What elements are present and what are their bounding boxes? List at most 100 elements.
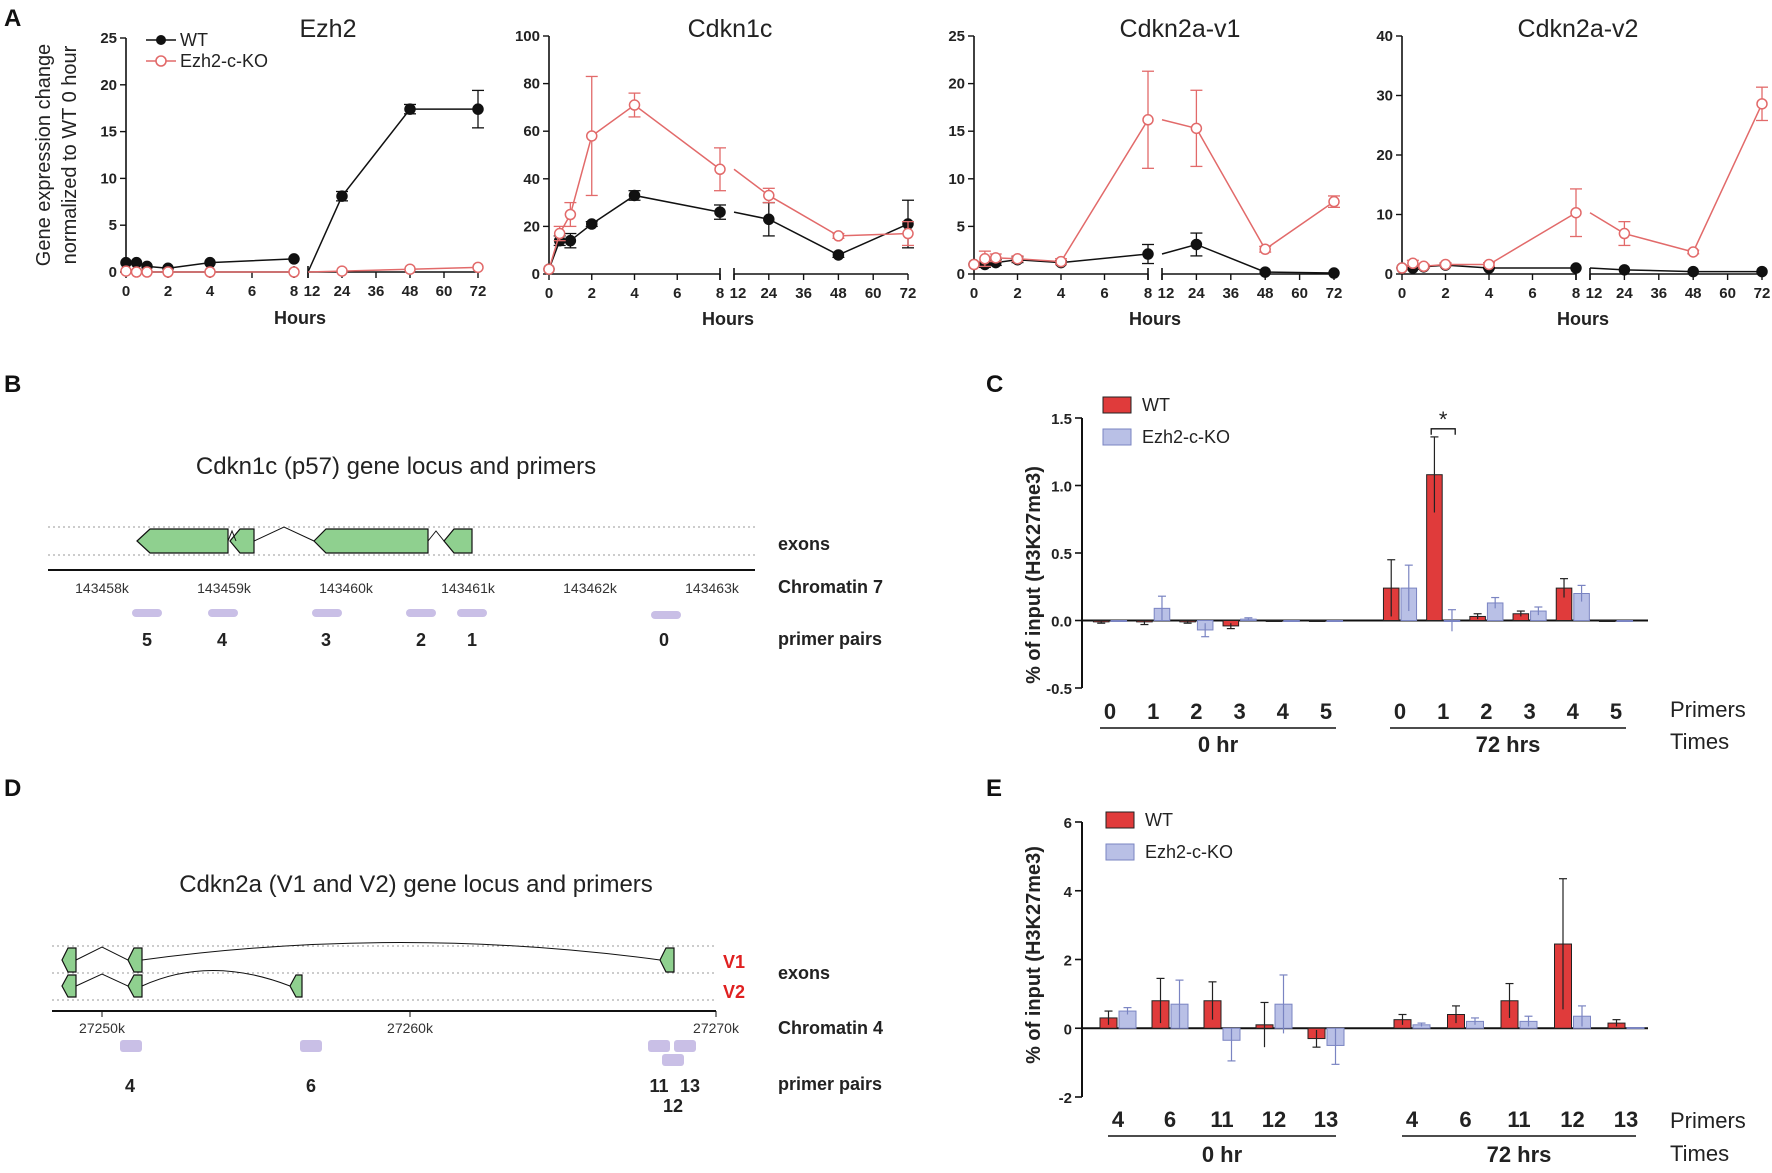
y-tick-label-ezh2-1: 5 (109, 217, 117, 234)
data-point-cdkn2a_v1-1-r3 (1328, 195, 1340, 208)
intron-d-v1-2 (141, 942, 661, 961)
x-tick-left-label-ezh2-1: 2 (164, 283, 172, 300)
data-point-cdkn1c-1-l4 (628, 99, 641, 111)
primer-tick-panel_e-0-2: 11 (1210, 1107, 1233, 1132)
data-point-cdkn2a_v1-1-l4 (1055, 255, 1067, 268)
bar-chart-panel_c: -0.5 0.0 0.5 1.0 1.5 0 1 2 3 4 5 0 hr 0 1 2 3 4 5 72 hrs * (1046, 407, 1648, 757)
data-point-ezh2-1-l5 (288, 266, 300, 278)
primer-label-b-4: 4 (217, 630, 227, 650)
data-point-cdkn1c-1-r3 (902, 227, 914, 240)
x-tick-right-label-cdkn2a_v2-1: 24 (1616, 285, 1633, 302)
data-point-cdkn2a_v2-1-l0 (1396, 262, 1408, 274)
primer-tick-panel_c-1-3: 3 (1523, 699, 1535, 724)
coord-b-6: 143463k (685, 580, 740, 596)
coord-d-3: 27270k (693, 1020, 740, 1036)
data-point-cdkn1c-0-r1 (763, 213, 775, 226)
x-tick-left-label-cdkn2a_v1-2: 4 (1057, 285, 1066, 302)
side-c-primers: Primers (1670, 697, 1746, 722)
locus-d-title: Cdkn2a (V1 and V2) gene locus and primer… (179, 871, 653, 898)
data-point-cdkn2a_v2-1-r1 (1618, 227, 1631, 240)
primer-label-b-3: 3 (321, 630, 331, 650)
exon-b-1 (136, 528, 229, 554)
primer-tick-panel_e-0-1: 6 (1164, 1107, 1176, 1132)
data-point-ezh2-1-r2 (404, 263, 416, 275)
data-point-ezh2-1-l2 (141, 266, 153, 278)
x-tick-right-label-ezh2-3: 48 (402, 283, 419, 300)
primer-b-1 (457, 609, 487, 617)
data-point-cdkn2a_v2-0-r1 (1618, 264, 1631, 276)
primer-tick-panel_c-0-2: 2 (1190, 699, 1202, 724)
data-point-cdkn2a_v1-1-l0 (968, 258, 980, 271)
x-tick-right-label-cdkn1c-3: 48 (830, 285, 847, 302)
y-tick-label-cdkn2a_v1-1: 5 (957, 218, 965, 235)
legend-wt-label: WT (180, 30, 208, 50)
data-point-cdkn2a_v1-0-l5 (1142, 248, 1154, 260)
data-point-ezh2-0-r2 (404, 103, 416, 115)
side-label-d-chromatin: Chromatin 4 (778, 1018, 883, 1038)
x-tick-left-label-cdkn2a_v1-3: 6 (1100, 285, 1108, 302)
primer-label-b-0: 0 (659, 630, 669, 650)
data-point-cdkn1c-1-l0 (543, 263, 555, 275)
x-tick-left-label-cdkn1c-4: 8 (716, 285, 724, 302)
data-point-cdkn2a_v2-1-r3 (1756, 98, 1768, 110)
primer-d-13 (674, 1040, 696, 1052)
legend-e-ko-swatch (1105, 843, 1135, 861)
data-point-cdkn1c-1-l3 (586, 130, 598, 142)
legend-ko-label: Ezh2-c-KO (180, 51, 268, 71)
bar-panel_c-0-0-ko (1110, 620, 1128, 622)
panel-label-c: C (986, 371, 1003, 398)
side-e-primers: Primers (1670, 1108, 1746, 1133)
data-point-cdkn2a_v1-0-r1 (1190, 238, 1203, 251)
primer-label-b-2: 2 (416, 630, 426, 650)
data-point-cdkn2a_v1-1-r2 (1259, 243, 1271, 255)
y-tick-label-panel_e-1: 0 (1064, 1021, 1072, 1038)
x-tick-left-label-cdkn1c-0: 0 (545, 285, 553, 302)
data-point-ezh2-1-l1 (130, 266, 143, 278)
y-tick-label-ezh2-0: 0 (109, 264, 117, 281)
side-label-b-exons: exons (778, 534, 830, 554)
primer-tick-panel_e-1-0: 4 (1406, 1107, 1419, 1132)
primer-d-12 (662, 1054, 684, 1066)
bar-panel_c-0-4-wt (1265, 620, 1283, 622)
variant-label-v2: V2 (723, 982, 745, 1002)
side-label-d-exons: exons (778, 963, 830, 983)
y-tick-label-cdkn2a_v1-5: 25 (948, 28, 965, 45)
legend-a: WT Ezh2-c-KO (146, 30, 268, 71)
x-tick-right-label-cdkn1c-1: 24 (760, 285, 777, 302)
x-tick-right-label-cdkn2a_v2-5: 72 (1754, 285, 1771, 302)
primer-label-d-13: 13 (680, 1076, 700, 1096)
y-tick-label-panel_c-2: 0.5 (1051, 546, 1072, 563)
exon-d-v2-1 (61, 974, 77, 998)
x-tick-right-label-cdkn2a_v1-2: 36 (1222, 285, 1239, 302)
data-point-ezh2-1-l3 (162, 266, 174, 278)
y-tick-label-cdkn2a_v2-0: 0 (1385, 266, 1393, 283)
panel-label-a: A (4, 5, 21, 32)
x-tick-right-label-cdkn2a_v1-4: 60 (1291, 285, 1308, 302)
y-tick-label-cdkn2a_v2-4: 40 (1376, 28, 1393, 45)
data-point-cdkn2a_v2-1-l2 (1418, 260, 1430, 273)
xlabel-cdkn2a-v1: Hours (1129, 309, 1181, 329)
y-tick-label-cdkn2a_v1-0: 0 (957, 266, 965, 283)
exon-b-2 (229, 528, 255, 554)
exon-d-v1-1 (61, 947, 77, 973)
x-tick-right-label-cdkn2a_v1-0: 12 (1158, 285, 1175, 302)
data-point-ezh2-1-l4 (204, 266, 216, 278)
legend-e-ko-label: Ezh2-c-KO (1145, 842, 1233, 862)
primer-tick-panel_c-0-4: 4 (1277, 699, 1290, 724)
primer-tick-panel_e-1-2: 11 (1507, 1107, 1530, 1132)
legend-ko-marker (155, 55, 167, 67)
y-tick-label-panel_e-4: 6 (1064, 815, 1072, 832)
series-line-left-cdkn2a_v1-1 (973, 119, 1149, 266)
y-tick-label-cdkn2a_v2-1: 10 (1376, 207, 1393, 224)
bar-panel_c-0-4-ko (1283, 620, 1300, 622)
series-line-left-cdkn1c-1 (548, 104, 721, 270)
xlabel-ezh2: Hours (274, 308, 326, 328)
panel-label-b: B (4, 371, 21, 398)
legend-wt-marker (156, 35, 166, 45)
panel-e-static: % of input (H3K27me3) WT Ezh2-c-KO Prime… (1023, 810, 1746, 1166)
legend-c-ko-swatch (1102, 428, 1132, 446)
x-tick-right-label-cdkn1c-2: 36 (795, 285, 812, 302)
data-point-cdkn1c-1-l2 (564, 208, 577, 221)
